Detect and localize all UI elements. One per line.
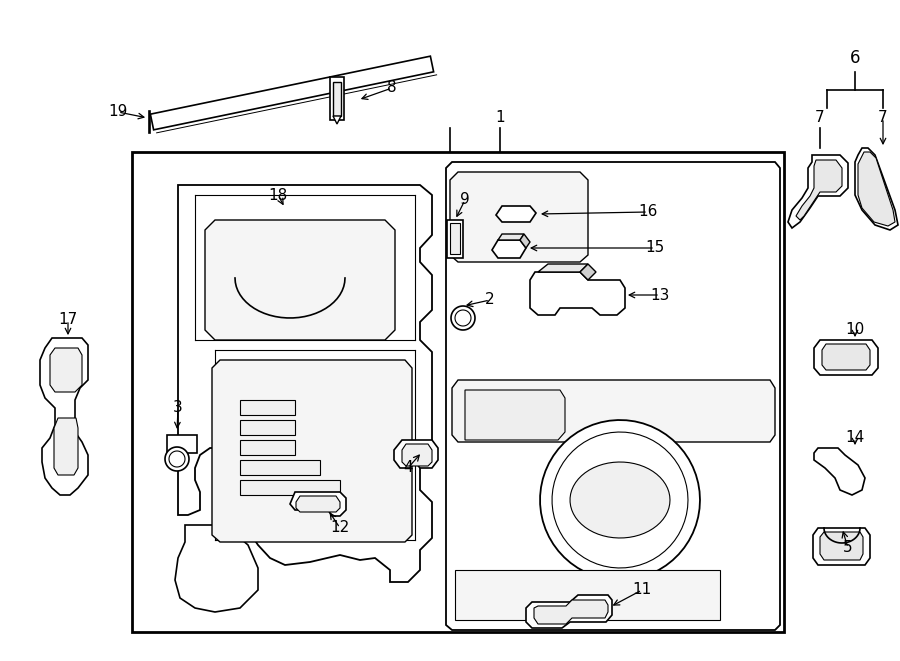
Polygon shape	[450, 172, 588, 262]
Polygon shape	[788, 155, 848, 228]
Polygon shape	[240, 400, 295, 415]
Polygon shape	[450, 223, 460, 254]
Polygon shape	[394, 440, 438, 468]
Polygon shape	[330, 77, 344, 120]
Polygon shape	[290, 492, 346, 516]
Polygon shape	[402, 444, 432, 466]
Polygon shape	[205, 220, 395, 340]
Polygon shape	[240, 440, 295, 455]
Text: 10: 10	[845, 323, 865, 338]
Text: 16: 16	[638, 204, 658, 219]
Polygon shape	[492, 240, 526, 258]
Text: 12: 12	[330, 520, 349, 535]
Text: 14: 14	[845, 430, 865, 446]
Polygon shape	[455, 570, 720, 620]
Polygon shape	[333, 116, 341, 124]
Polygon shape	[452, 380, 775, 442]
Polygon shape	[580, 264, 596, 280]
Polygon shape	[820, 532, 863, 560]
Polygon shape	[212, 360, 412, 542]
Polygon shape	[498, 234, 524, 240]
Polygon shape	[175, 525, 258, 612]
Polygon shape	[333, 82, 341, 116]
Text: 9: 9	[460, 192, 470, 208]
Text: 17: 17	[58, 313, 77, 327]
Text: 13: 13	[651, 288, 670, 303]
Polygon shape	[520, 234, 530, 248]
Text: 8: 8	[387, 81, 397, 95]
Polygon shape	[813, 528, 870, 565]
Text: 1: 1	[495, 110, 505, 126]
Polygon shape	[530, 272, 625, 315]
Text: 11: 11	[633, 582, 652, 598]
Polygon shape	[496, 206, 536, 222]
Bar	[132, 152, 784, 632]
Polygon shape	[447, 220, 463, 258]
Polygon shape	[446, 162, 780, 630]
Polygon shape	[538, 264, 588, 272]
Polygon shape	[451, 306, 475, 330]
Polygon shape	[814, 448, 865, 495]
Text: 4: 4	[403, 461, 413, 475]
Polygon shape	[178, 185, 432, 582]
Text: 19: 19	[108, 104, 128, 120]
Polygon shape	[796, 160, 842, 220]
Polygon shape	[54, 418, 78, 475]
Polygon shape	[526, 595, 612, 628]
Polygon shape	[40, 338, 88, 495]
Text: 2: 2	[485, 293, 495, 307]
Polygon shape	[240, 480, 340, 495]
Polygon shape	[822, 344, 870, 370]
Text: 18: 18	[268, 188, 288, 202]
Polygon shape	[167, 435, 197, 453]
Polygon shape	[570, 462, 670, 538]
Text: 3: 3	[173, 401, 183, 416]
Polygon shape	[169, 451, 185, 467]
Text: 7: 7	[815, 110, 824, 126]
Polygon shape	[814, 340, 878, 375]
Polygon shape	[455, 310, 471, 326]
Polygon shape	[534, 600, 608, 624]
Polygon shape	[50, 348, 82, 392]
Polygon shape	[165, 447, 189, 471]
Text: 5: 5	[843, 541, 853, 555]
Polygon shape	[240, 420, 295, 435]
Text: 6: 6	[850, 49, 860, 67]
Polygon shape	[150, 56, 434, 130]
Polygon shape	[858, 152, 895, 226]
Polygon shape	[540, 420, 700, 580]
Polygon shape	[465, 390, 565, 440]
Text: 7: 7	[878, 110, 887, 126]
Text: 15: 15	[645, 241, 664, 256]
Polygon shape	[296, 496, 340, 512]
Polygon shape	[148, 111, 150, 133]
Polygon shape	[855, 148, 898, 230]
Polygon shape	[240, 460, 320, 475]
Polygon shape	[552, 432, 688, 568]
